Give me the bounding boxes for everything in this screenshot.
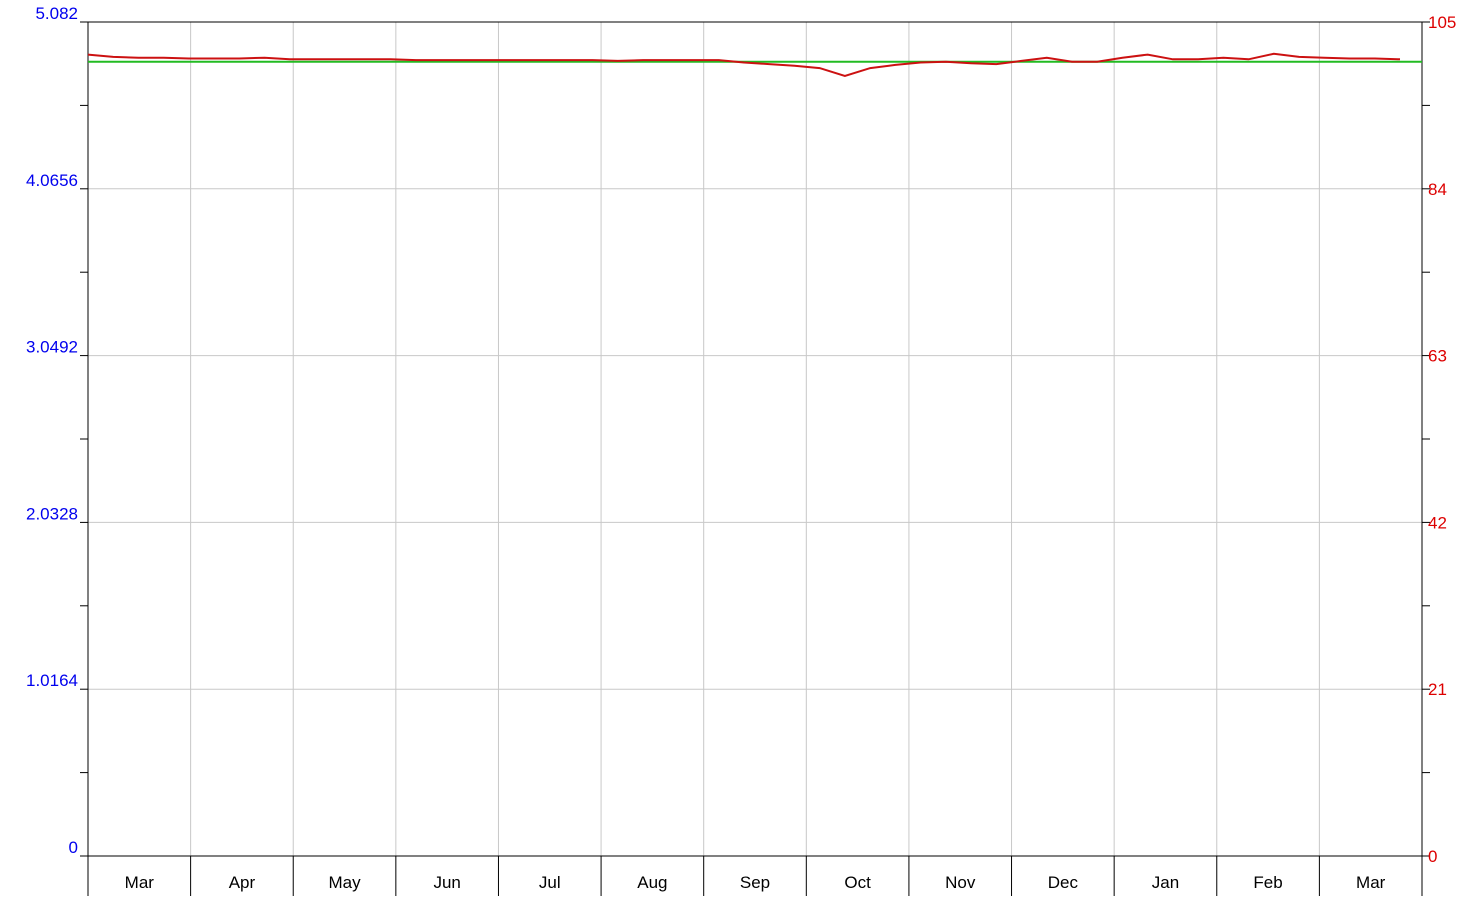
y2-tick-label: 63 xyxy=(1428,347,1447,366)
x-tick-label: Jul xyxy=(539,873,561,892)
y2-tick-label: 42 xyxy=(1428,513,1447,532)
x-tick-label: Aug xyxy=(637,873,667,892)
y-tick-label: 5.082 xyxy=(35,4,78,23)
series-line xyxy=(87,52,1401,78)
y2-tick-label: 0 xyxy=(1428,847,1437,866)
y-tick-label: 3.0492 xyxy=(26,338,78,357)
x-tick-label: Mar xyxy=(125,873,155,892)
x-tick-label: Dec xyxy=(1048,873,1079,892)
x-tick-label: Mar xyxy=(1356,873,1386,892)
x-tick-label: Jan xyxy=(1152,873,1179,892)
x-tick-label: Nov xyxy=(945,873,976,892)
y2-tick-label: 84 xyxy=(1428,180,1447,199)
x-tick-label: May xyxy=(328,873,361,892)
y-tick-label: 1.0164 xyxy=(26,671,78,690)
x-tick-label: Sep xyxy=(740,873,770,892)
x-tick-label: Feb xyxy=(1253,873,1282,892)
x-tick-label: Apr xyxy=(229,873,256,892)
x-tick-label: Oct xyxy=(844,873,871,892)
y-tick-label: 4.0656 xyxy=(26,171,78,190)
y-tick-label: 0 xyxy=(69,838,78,857)
y2-tick-label: 21 xyxy=(1428,680,1447,699)
y2-tick-label: 105 xyxy=(1428,13,1456,32)
x-tick-label: Jun xyxy=(433,873,460,892)
y-tick-label: 2.0328 xyxy=(26,504,78,523)
